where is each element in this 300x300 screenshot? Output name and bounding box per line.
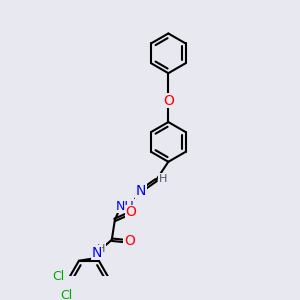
Text: Cl: Cl <box>52 270 64 283</box>
Text: O: O <box>163 94 174 108</box>
Text: N: N <box>91 245 102 260</box>
Text: N: N <box>136 184 146 198</box>
Text: H: H <box>159 174 167 184</box>
Text: O: O <box>124 234 135 248</box>
Text: O: O <box>126 205 136 219</box>
Text: Cl: Cl <box>61 289 73 300</box>
Text: NH: NH <box>116 200 135 213</box>
Text: H: H <box>97 244 105 254</box>
